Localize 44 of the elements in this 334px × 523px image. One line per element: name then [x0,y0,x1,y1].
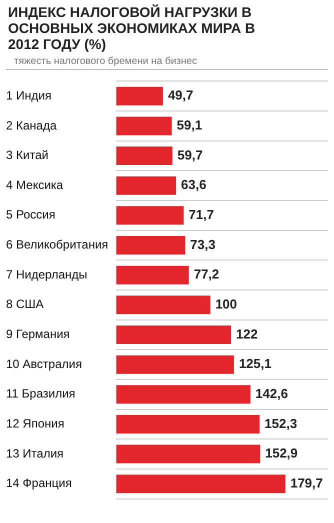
data-label: 63,6 [181,177,206,192]
y-tick-label: 10 Австралия [6,356,82,371]
bar [116,116,172,136]
y-tick-label: 11 Бразилия [6,386,76,401]
data-label: 73,3 [190,236,216,252]
bar [116,206,184,225]
bar [116,385,250,404]
bar [116,325,232,344]
data-label: 122 [236,326,258,342]
y-tick-label: 1 Индия [6,88,52,102]
bar [116,355,234,374]
data-label: 59,7 [177,147,203,162]
data-label: 152,3 [264,416,298,431]
y-tick-label: 3 Китай [6,148,48,162]
y-tick-label: 2 Канада [6,118,57,132]
data-label: 59,1 [176,118,202,133]
chart-subtitle: тяжесть налогового бремени на бизнес [6,54,328,70]
y-tick-label: 6 Великобритания [6,238,108,252]
data-label: 125,1 [238,356,272,372]
bar [116,86,163,106]
bar [116,266,189,284]
y-tick-label: 13 Италия [6,446,64,460]
bar [116,474,286,494]
bar [116,414,260,434]
data-label: 71,7 [188,207,214,222]
bar [116,146,172,166]
y-tick-label: 12 Япония [6,416,64,431]
data-label: 77,2 [194,266,220,282]
y-tick-label: 8 США [6,297,44,312]
chart-title: ИНДЕКС НАЛОГОВОЙ НАГРУЗКИ В ОСНОВНЫХ ЭКОНОМИКАХ МИРА В 2012 ГОДУ (%) [7,3,256,54]
data-label: 152,9 [265,446,298,461]
y-tick-label: 7 Нидерланды [6,267,88,282]
bar [116,296,210,314]
y-tick-label: 14 Франция [6,476,72,490]
y-tick-label: 4 Мексика [6,178,64,192]
bar [116,444,260,464]
data-label: 179,7 [290,475,323,490]
y-tick-label: 9 Германия [6,327,70,342]
y-tick-label: 5 Россия [6,208,56,222]
data-label: 49,7 [168,88,194,103]
data-label: 100 [215,296,238,312]
data-label: 142,6 [255,386,288,401]
bar [116,176,176,195]
bar [116,236,186,255]
